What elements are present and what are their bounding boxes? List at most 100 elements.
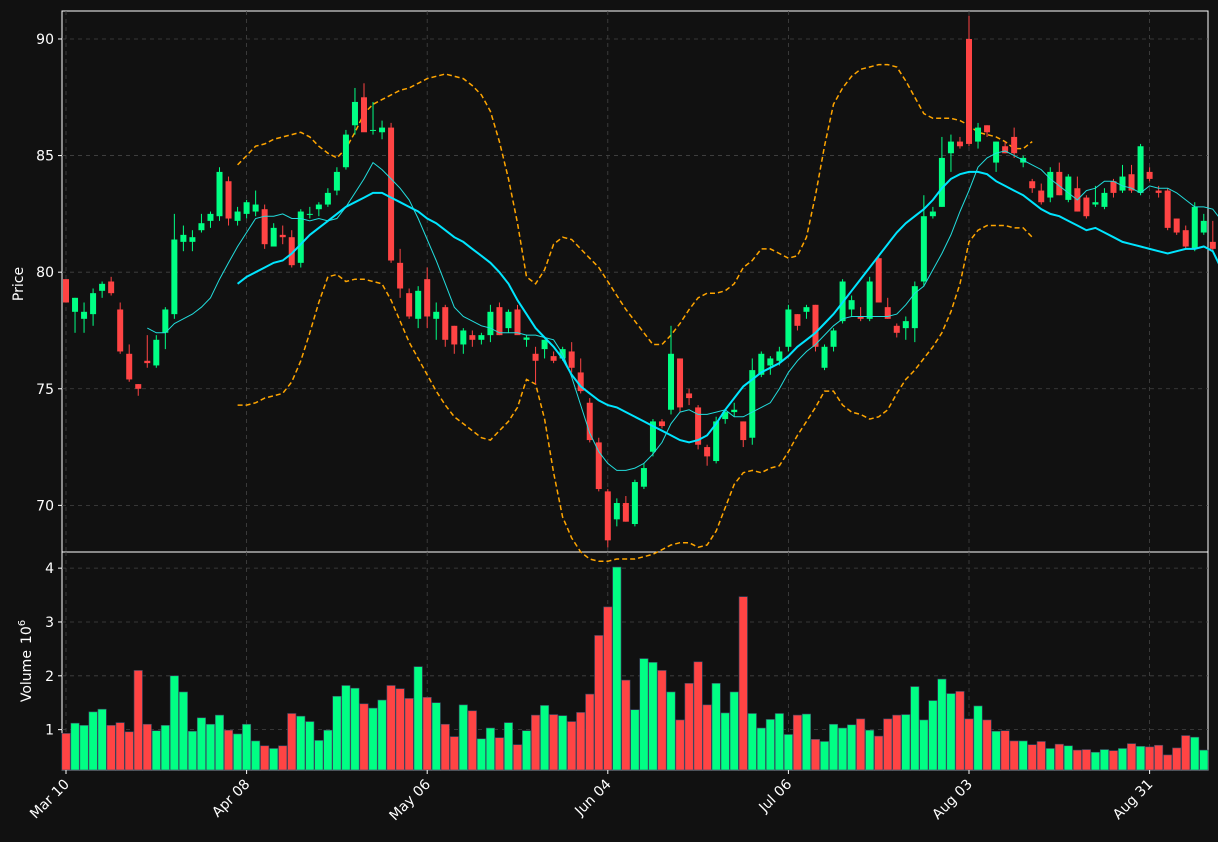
candle-body (658, 421, 665, 427)
volume-bar (1108, 750, 1118, 771)
candle-body (731, 409, 738, 413)
candle-body (171, 239, 178, 315)
volume-bar (684, 683, 694, 771)
candle-body (216, 171, 223, 217)
candle-body (993, 141, 1000, 163)
candle-body (162, 309, 169, 333)
bollinger-upper-line (237, 63, 1033, 346)
candle-body (189, 237, 196, 242)
candle-body (1155, 190, 1162, 193)
candle-body (207, 213, 214, 221)
candle-body (415, 290, 422, 319)
volume-bar (964, 718, 974, 771)
volume-bar (810, 739, 820, 771)
candle-body (604, 491, 611, 541)
candle-body (920, 216, 927, 282)
candle-body (442, 307, 449, 340)
candle-body (243, 202, 250, 214)
volume-bar (720, 712, 730, 771)
x-tick-label: Aug 31 (1110, 777, 1156, 823)
candle-body (902, 321, 909, 329)
candle-body (261, 209, 268, 245)
candle-body (460, 330, 467, 345)
candle-body (758, 353, 765, 375)
volume-bar (549, 714, 559, 771)
volume-bar (558, 715, 568, 771)
volume-bar (88, 711, 98, 771)
x-tick-label: Mar 10 (27, 777, 73, 823)
volume-bar (630, 709, 640, 771)
volume-bar (278, 745, 288, 771)
volume-bar (522, 730, 532, 771)
candle-body (911, 286, 918, 329)
candle-body (1101, 192, 1108, 207)
candle-body (126, 353, 133, 380)
candle-body (388, 127, 395, 261)
candle-body (1137, 146, 1144, 193)
candle-body (198, 223, 205, 231)
price-tick-label: 70 (36, 498, 54, 514)
volume-bar (531, 714, 541, 771)
volume-bar (350, 687, 360, 771)
candle-body (496, 307, 503, 336)
volume-bar (115, 722, 125, 771)
volume-bar (883, 718, 893, 771)
volume-bar (1099, 749, 1109, 771)
candle-body (613, 503, 620, 520)
volume-bar (946, 693, 956, 771)
volume-tick-label: 3 (45, 615, 54, 631)
volume-bar (865, 729, 875, 771)
volume-bar (567, 721, 577, 771)
candle-body (351, 101, 358, 126)
volume-bar (1136, 746, 1146, 771)
volume-bar (187, 730, 197, 771)
candle-body (180, 234, 187, 242)
candle-body (288, 237, 295, 266)
volume-bar (1118, 748, 1128, 771)
volume-bar (1190, 736, 1200, 771)
volume-bar (287, 713, 297, 771)
candle-body (550, 356, 557, 361)
candle-body (370, 129, 377, 131)
volume-bar (756, 727, 766, 771)
candle-body (252, 204, 259, 212)
volume-bar (296, 715, 306, 771)
volume-bar (702, 704, 712, 771)
candle-body (306, 213, 313, 215)
volume-bar (386, 685, 396, 771)
bollinger-lower-line (237, 224, 1033, 563)
volume-bar (160, 725, 170, 771)
volume-bar (738, 596, 748, 771)
volume-bar (1172, 747, 1182, 771)
volume-bar (874, 735, 884, 771)
volume-bar (404, 698, 414, 771)
volume-bar (1054, 743, 1064, 771)
candle-body (225, 181, 232, 219)
volume-bar (856, 718, 866, 771)
volume-bars (61, 566, 1209, 771)
candle-body (1191, 206, 1198, 249)
volume-bar (783, 734, 793, 771)
volume-bar (377, 699, 387, 771)
volume-bar (1145, 746, 1155, 771)
volume-bar (847, 724, 857, 771)
price-tick-label: 90 (36, 32, 54, 48)
candle-body (1065, 176, 1072, 200)
x-tick-label: Aug 03 (929, 777, 975, 823)
candle-body (649, 421, 656, 452)
volume-bar (503, 722, 513, 771)
volume-bar (1163, 754, 1173, 771)
candle-body (713, 421, 720, 462)
candle-body (1119, 176, 1126, 191)
volume-bar (124, 731, 134, 771)
volume-bar (133, 670, 143, 771)
volume-bar (449, 736, 459, 771)
volume-axis-exponent: 6 (17, 620, 28, 626)
price-tick-label: 75 (36, 382, 54, 398)
candle-body (1200, 220, 1207, 233)
candle-body (938, 157, 945, 207)
candle-body (704, 447, 711, 457)
candle-body (153, 339, 160, 366)
volume-tick-label: 2 (45, 669, 54, 685)
candle-body (532, 353, 539, 361)
